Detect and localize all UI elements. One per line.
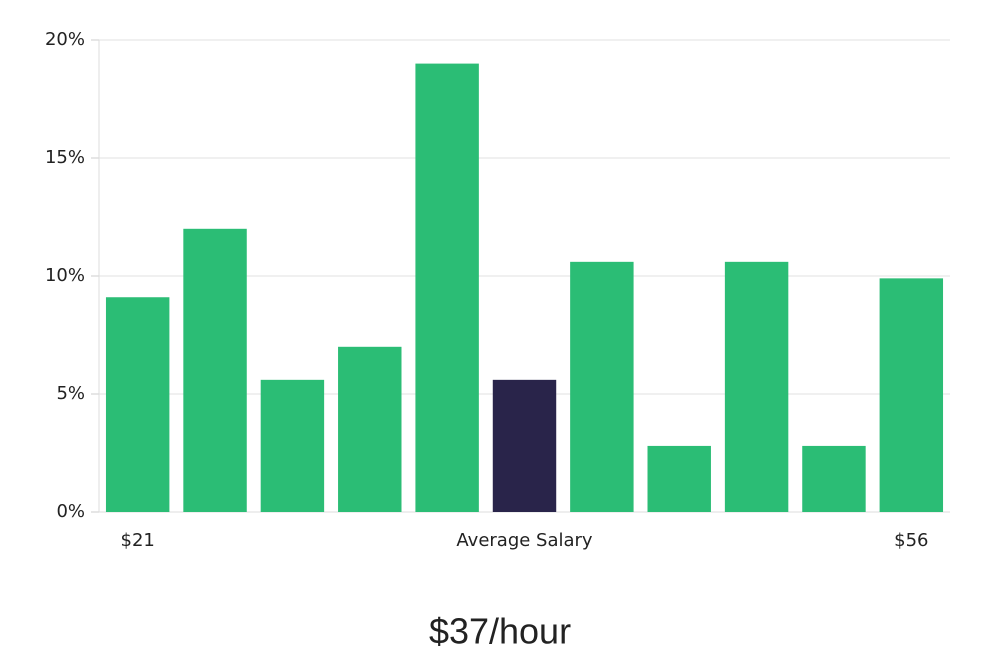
bar [879, 278, 944, 512]
bar [415, 63, 479, 512]
y-tick-label: 20% [45, 29, 85, 50]
y-tick-label: 0% [56, 501, 85, 522]
bar [338, 346, 402, 512]
bar [647, 445, 711, 512]
y-tick-label: 15% [45, 147, 85, 168]
bar [570, 261, 634, 512]
bar [492, 379, 557, 512]
bar [724, 261, 789, 512]
bar [802, 445, 866, 512]
x-tick-label: $56 [894, 530, 928, 551]
x-tick-label: Average Salary [456, 530, 593, 551]
bar [183, 228, 247, 513]
y-tick-label: 5% [56, 383, 85, 404]
y-tick-label: 10% [45, 265, 85, 286]
annotation: $37/hour [429, 611, 571, 652]
bar [105, 297, 170, 512]
bar [260, 379, 325, 512]
x-tick-label: $21 [121, 530, 155, 551]
